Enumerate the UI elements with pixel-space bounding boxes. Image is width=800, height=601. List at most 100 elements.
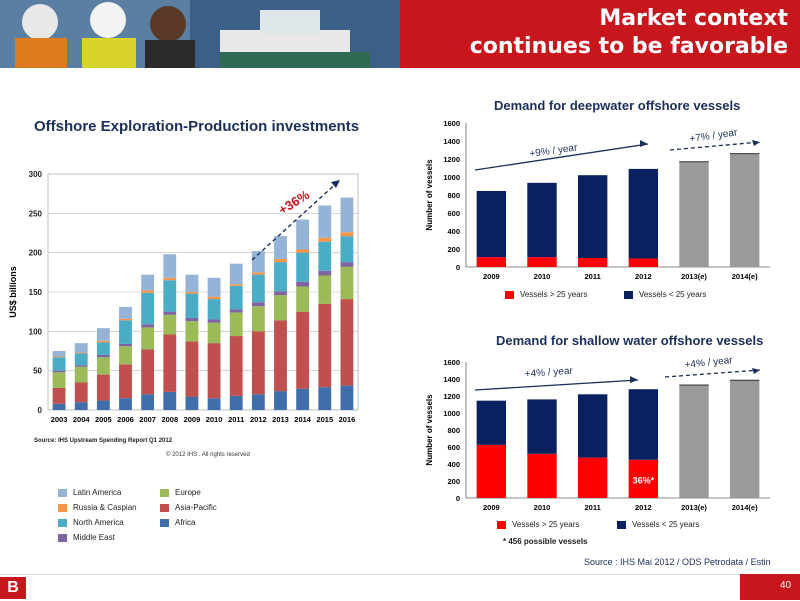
investments-source: Source: IHS Upstream Spending Report Q1 …: [34, 438, 173, 444]
bar-segment: [96, 354, 110, 358]
bar-segment: [207, 296, 221, 300]
bar-segment: [229, 395, 243, 410]
bar-segment: [185, 321, 199, 342]
bar-segment: [251, 302, 265, 307]
bar-segment: [74, 402, 88, 410]
bar-segment: [340, 197, 354, 233]
bar-segment: [119, 346, 132, 365]
bar-segment-young: [527, 182, 557, 258]
bar-segment: [96, 328, 110, 341]
x-tick-label: 2004: [73, 415, 91, 424]
bar-segment: [119, 398, 132, 410]
y-tick-label: 250: [29, 209, 43, 218]
legend-swatch: [617, 520, 626, 529]
bar-segment-old: [476, 444, 507, 498]
x-tick-label: 2009: [483, 503, 500, 512]
bar-segment: [340, 236, 354, 263]
y-tick-label: 100: [29, 327, 43, 336]
x-tick-label: 2011: [228, 415, 244, 424]
growth-annotation: +9% / year: [529, 142, 579, 160]
bar-segment: [141, 324, 155, 328]
bar-segment: [52, 403, 66, 410]
bar-segment: [229, 309, 243, 313]
y-tick-label: 300: [29, 170, 43, 179]
y-tick-label: 800: [447, 191, 460, 200]
bar-segment: [163, 314, 177, 335]
y-tick-label: 600: [447, 209, 460, 218]
y-tick-label: 150: [29, 288, 43, 297]
growth-annotation: +4% / year: [684, 355, 734, 371]
bar-segment-old: [628, 459, 659, 498]
legend-swatch: [58, 518, 67, 527]
bar-segment: [74, 343, 88, 353]
legend-asia-pacific: Asia-Pacific: [160, 503, 217, 512]
bar-segment: [96, 357, 110, 375]
trend-arrowhead: [752, 140, 760, 146]
bar-segment: [251, 306, 265, 332]
y-axis-label: Number of vessels: [425, 394, 434, 466]
bar-segment: [185, 293, 199, 318]
x-tick-label: 2003: [51, 415, 68, 424]
bar-segment: [96, 340, 110, 343]
trend-arrow: [251, 179, 341, 261]
bar-segment: [251, 394, 265, 410]
bar-segment: [207, 277, 221, 297]
legend-label: Asia-Pacific: [175, 503, 217, 512]
page-number: 40: [780, 580, 792, 591]
y-tick-label: 50: [33, 367, 42, 376]
trend-arrow-dashed: [664, 369, 761, 378]
bar-segment: [185, 341, 199, 397]
trend-arrow: [474, 143, 649, 171]
x-tick-label: 2016: [339, 415, 356, 424]
legend-swatch: [160, 518, 169, 527]
x-tick-label: 2009: [483, 272, 500, 281]
legend-africa: Africa: [160, 518, 195, 527]
legend-swatch: [58, 533, 67, 542]
bar-segment: [96, 374, 110, 401]
bar-segment: [163, 280, 177, 312]
y-tick-label: 200: [447, 477, 460, 486]
header-photo: [0, 0, 400, 68]
bar-segment: [119, 306, 132, 319]
legend-swatch: [160, 488, 169, 497]
x-tick-label: 2005: [95, 415, 112, 424]
y-tick-label: 200: [29, 249, 43, 258]
company-logo: B: [0, 577, 26, 599]
bar-segment-young: [577, 175, 608, 258]
trend-arrowhead: [331, 180, 340, 188]
footer-bar: [0, 574, 800, 601]
share-annotation: 36%*: [633, 476, 655, 486]
bar-segment: [251, 272, 265, 275]
bar-segment: [52, 387, 66, 404]
slide-title-line2: continues to be favorable: [469, 34, 788, 59]
bar-estimate: [679, 161, 709, 267]
bar-segment: [229, 336, 243, 396]
bar-segment-young: [476, 400, 507, 445]
bar-segment: [52, 356, 66, 358]
trend-arrowhead: [630, 376, 638, 383]
bar-segment: [296, 219, 310, 250]
bar-segment-old: [476, 257, 507, 267]
bar-segment: [251, 274, 265, 303]
legend-swatch: [160, 503, 169, 512]
bar-segment: [141, 290, 155, 293]
bar-segment: [274, 262, 287, 292]
bar-segment: [274, 295, 287, 321]
y-tick-label: 1200: [443, 155, 460, 164]
bar-segment: [296, 286, 310, 312]
bar-estimate: [729, 380, 760, 498]
bar-segment: [141, 292, 155, 325]
bar-segment: [229, 284, 243, 286]
page-number-box: [740, 574, 800, 600]
bar-segment: [163, 311, 177, 315]
bar-segment-old: [628, 258, 659, 267]
bar-segment: [74, 352, 88, 354]
x-tick-label: 2009: [184, 415, 201, 424]
y-tick-label: 0: [456, 263, 460, 272]
x-tick-label: 2006: [117, 415, 134, 424]
bar-segment: [74, 366, 88, 383]
x-tick-label: 2010: [534, 503, 551, 512]
bar-segment: [207, 398, 221, 410]
bar-segment: [296, 281, 310, 287]
bar-segment: [207, 299, 221, 320]
